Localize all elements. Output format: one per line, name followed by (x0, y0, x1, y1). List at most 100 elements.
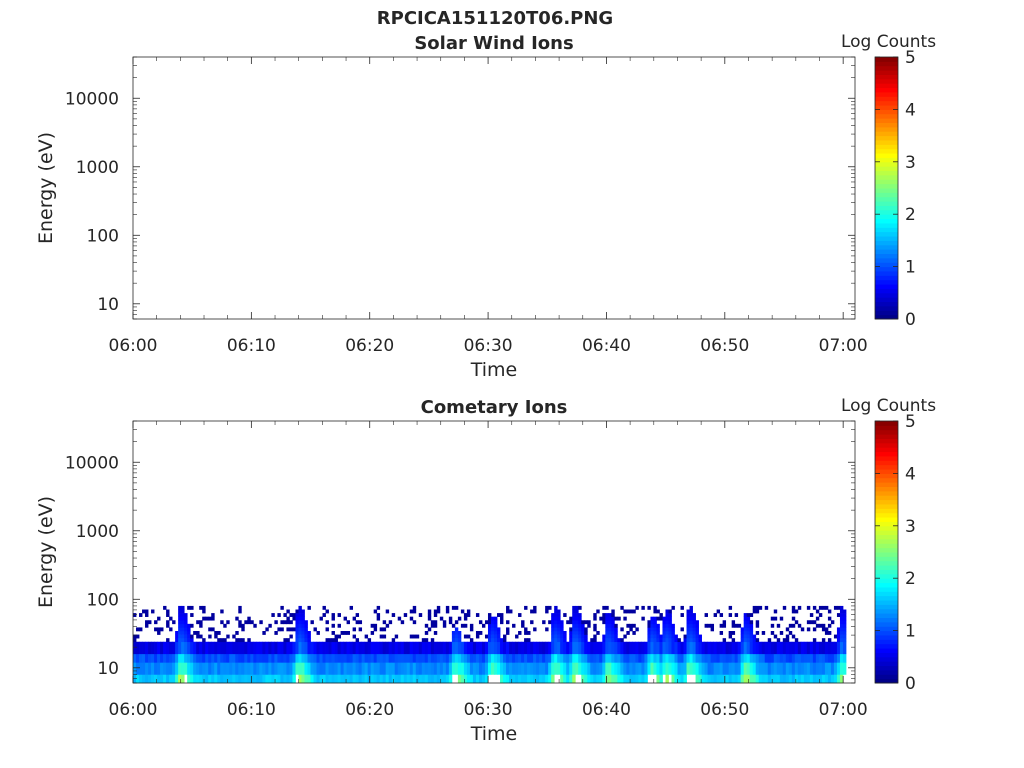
heatmap-cell (632, 662, 636, 675)
heatmap-cell (593, 674, 597, 684)
x-tick-label: 06:50 (700, 700, 749, 720)
heatmap-cell (836, 613, 841, 617)
colorbar-segment (875, 209, 898, 215)
colorbar-segment (875, 100, 898, 106)
heatmap-cell (749, 662, 754, 675)
heatmap-cell (193, 674, 197, 684)
colorbar-segment (875, 205, 898, 211)
heatmap-cell (199, 641, 203, 655)
heatmap-cell (247, 638, 251, 643)
heatmap-cell (824, 605, 829, 610)
heatmap-cell (346, 620, 350, 625)
heatmap-cell (596, 631, 600, 635)
heatmap-cell (400, 653, 405, 663)
heatmap-cell (349, 674, 354, 684)
heatmap-cell (671, 631, 675, 635)
heatmap-cell (268, 662, 272, 675)
heatmap-cell (695, 620, 699, 625)
heatmap-cell (614, 662, 618, 675)
heatmap-cell (764, 641, 769, 655)
heatmap-cell (295, 620, 299, 625)
heatmap-cell (656, 616, 660, 621)
heatmap-cell (719, 674, 724, 684)
heatmap-cell (352, 653, 357, 663)
heatmap-cell (151, 674, 155, 684)
heatmap-cell (836, 674, 841, 684)
heatmap-cell (160, 653, 164, 663)
heatmap-cell (698, 638, 702, 643)
heatmap-cell (391, 674, 396, 684)
heatmap-cell (301, 634, 305, 639)
heatmap-cell (361, 641, 366, 655)
heatmap-cell (289, 641, 293, 655)
heatmap-cell (181, 609, 185, 614)
heatmap-cell (503, 634, 507, 639)
heatmap-cell (451, 638, 456, 643)
heatmap-cell (184, 653, 188, 663)
heatmap-cell (719, 631, 724, 635)
heatmap-cell (839, 638, 844, 643)
heatmap-cell (298, 662, 302, 675)
heatmap-cell (710, 662, 715, 675)
heatmap-cell (343, 674, 347, 684)
heatmap-cell (509, 674, 513, 684)
heatmap-cell (569, 634, 573, 639)
heatmap-cell (737, 674, 742, 684)
heatmap-cell (301, 616, 305, 621)
heatmap-cell (653, 620, 657, 625)
heatmap-cell (274, 631, 278, 635)
heatmap-cell (319, 662, 323, 675)
heatmap-cell (184, 620, 188, 625)
heatmap-cell (286, 620, 290, 625)
heatmap-cell (641, 674, 645, 684)
heatmap-cell (139, 641, 143, 655)
heatmap-cell (713, 653, 718, 663)
heatmap-cell (659, 613, 663, 617)
heatmap-cell (842, 623, 847, 628)
heatmap-cell (824, 631, 829, 635)
heatmap-cell (806, 605, 811, 610)
x-tick-label: 06:00 (109, 700, 158, 720)
heatmap-cell (307, 653, 311, 663)
heatmap-cell (448, 662, 453, 675)
heatmap-cell (692, 634, 696, 639)
colorbar-segment (875, 153, 898, 158)
heatmap-cell (301, 638, 305, 643)
heatmap-cell (304, 641, 308, 655)
heatmap-cell (232, 634, 236, 639)
heatmap-cell (764, 653, 769, 663)
heatmap-cell (650, 627, 654, 632)
colorbar-tick-label: 1 (905, 622, 916, 642)
heatmap-cell (671, 674, 675, 684)
heatmap-cell (247, 620, 251, 625)
heatmap-cell (286, 653, 290, 663)
heatmap-cell (605, 616, 609, 621)
heatmap-cell (824, 653, 829, 663)
heatmap-cell (836, 653, 841, 663)
heatmap-cell (791, 605, 796, 610)
heatmap-cell (145, 641, 149, 655)
heatmap-cell (728, 641, 733, 655)
heatmap-cell (695, 623, 699, 628)
heatmap-cell (262, 662, 266, 675)
heatmap-cell (575, 613, 579, 617)
heatmap-cell (265, 641, 269, 655)
heatmap-cell (442, 641, 447, 655)
heatmap-cell (611, 616, 615, 621)
heatmap-cell (289, 620, 293, 625)
heatmap-cell (653, 627, 657, 632)
heatmap-cell (662, 631, 666, 635)
heatmap-cell (560, 627, 564, 632)
heatmap-cell (581, 623, 585, 628)
heatmap-cell (839, 653, 844, 663)
heatmap-cell (142, 641, 146, 655)
heatmap-cell (199, 605, 203, 610)
heatmap-cell (190, 662, 194, 675)
heatmap-cell (172, 653, 176, 663)
heatmap-cell (433, 613, 438, 617)
heatmap-cell (406, 641, 411, 655)
heatmap-cell (226, 641, 230, 655)
heatmap-cell (608, 631, 612, 635)
heatmap-cell (746, 613, 751, 617)
heatmap-cell (340, 641, 344, 655)
